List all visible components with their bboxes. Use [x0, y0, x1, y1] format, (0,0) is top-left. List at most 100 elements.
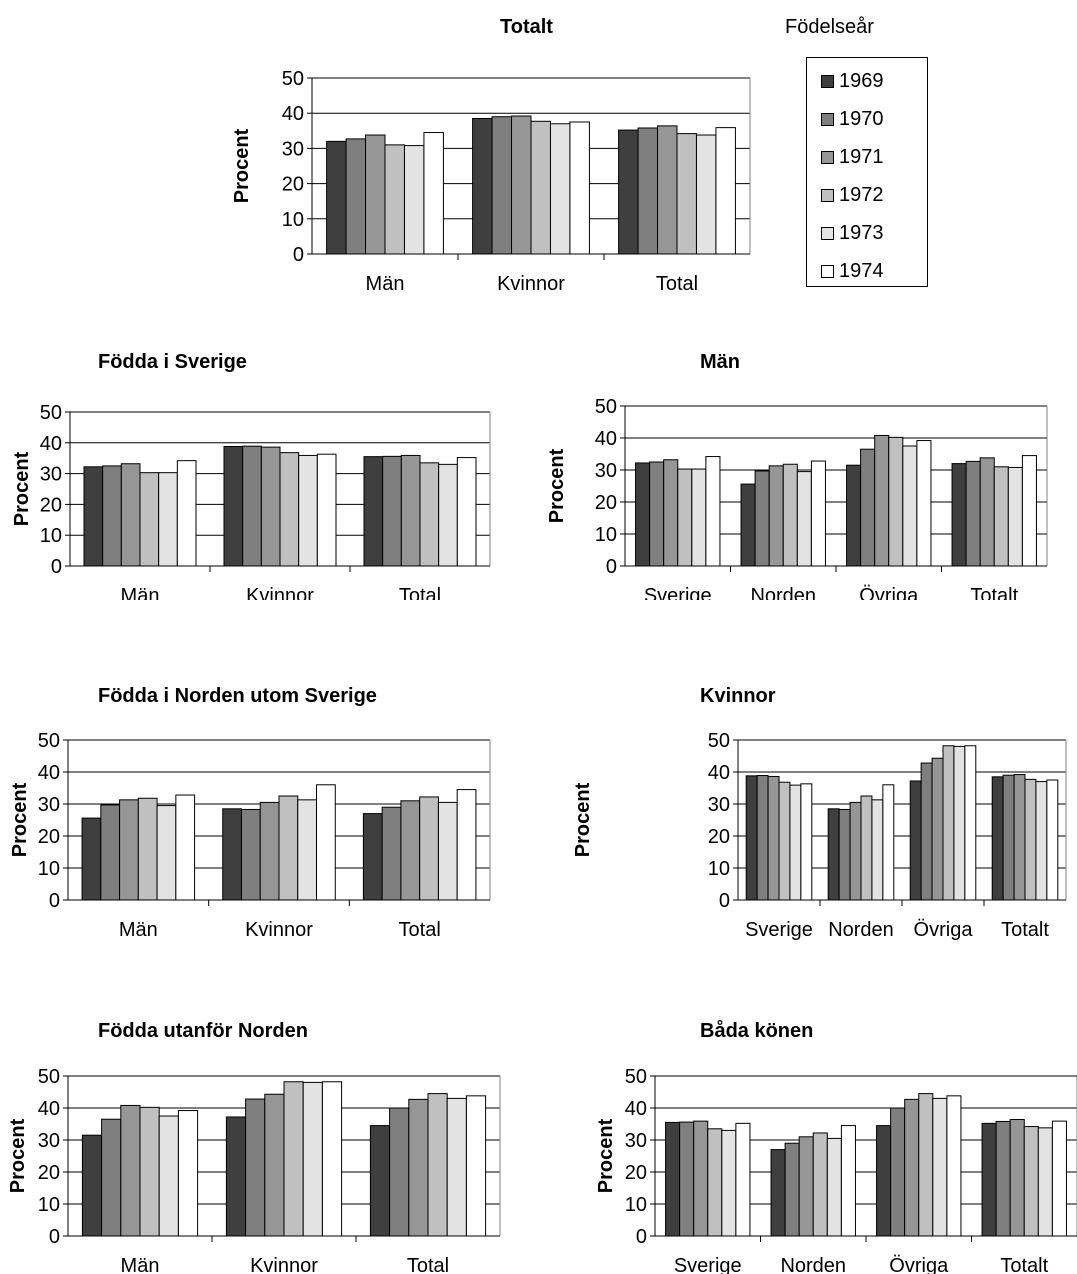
- bar: [721, 1129, 737, 1237]
- chart-title-fodda-i-sverige: Födda i Sverige: [98, 351, 247, 373]
- bar: [840, 1125, 856, 1237]
- x-tick-label: Sverige: [745, 919, 813, 940]
- legend-swatch: [821, 188, 834, 202]
- x-tick-label: Män: [121, 585, 160, 600]
- bar: [175, 794, 196, 901]
- bar: [916, 440, 932, 567]
- x-tick-label: Män: [119, 919, 158, 940]
- chart-title-bada-konen: Båda könen: [700, 1020, 814, 1042]
- bar: [932, 1097, 948, 1237]
- bar: [882, 784, 895, 901]
- y-tick-label: 0: [606, 556, 617, 578]
- y-tick-label: 0: [49, 890, 60, 912]
- chart-title-fodda-utanfor-norden: Födda utanför Norden: [98, 1020, 308, 1042]
- legend-swatch: [821, 112, 834, 126]
- bar: [826, 1137, 842, 1237]
- x-tick-label: Män: [121, 1255, 160, 1274]
- y-tick-label: 0: [719, 890, 730, 912]
- legend-swatch: [821, 74, 834, 88]
- x-tick-label: Övriga: [914, 919, 974, 940]
- y-tick-label: 10: [625, 1194, 647, 1216]
- x-tick-label: Övriga: [859, 585, 919, 600]
- x-tick-label: Total: [399, 919, 441, 940]
- y-tick-label: 40: [625, 1098, 647, 1120]
- bar: [800, 783, 813, 901]
- legend-label: 1969: [839, 69, 884, 92]
- legend-item-1970: 1970: [821, 106, 884, 132]
- chart-kvinnor: 0 10 20 30 40 50 Sverige Norden Övriga Totalt Proc…: [572, 730, 1067, 940]
- y-tick-label: 30: [595, 460, 617, 482]
- x-tick-label: Totalt: [970, 585, 1018, 600]
- legend-label: 1971: [839, 145, 884, 168]
- y-tick-label: 50: [625, 1066, 647, 1088]
- y-tick-label: 20: [282, 174, 304, 196]
- chart-title-fodda-i-norden: Födda i Norden utom Sverige: [98, 685, 377, 707]
- bar: [321, 1081, 343, 1237]
- x-tick-label: Totalt: [1000, 1255, 1048, 1274]
- chart-title-man: Män: [700, 351, 740, 373]
- y-tick-label: 30: [40, 464, 62, 486]
- legend-label: 1972: [839, 183, 884, 206]
- legend-label: 1974: [839, 259, 884, 282]
- bar: [693, 1120, 709, 1237]
- x-tick-label: Kvinnor: [246, 585, 314, 600]
- bar: [810, 460, 826, 567]
- y-tick-label: 40: [282, 103, 304, 125]
- bar: [665, 1121, 681, 1237]
- x-tick-label: Total: [407, 1255, 449, 1274]
- x-tick-label: Män: [366, 273, 405, 295]
- bar: [465, 1095, 487, 1237]
- y-tick-label: 50: [708, 730, 730, 752]
- y-tick-label: 0: [49, 1226, 60, 1248]
- bar: [918, 1093, 934, 1237]
- y-tick-label: 50: [40, 402, 62, 424]
- legend-item-1969: 1969: [821, 68, 884, 94]
- y-tick-label: 20: [38, 826, 60, 848]
- y-tick-label: 40: [38, 762, 60, 784]
- bar: [981, 1122, 997, 1237]
- y-tick-label: 10: [40, 525, 62, 547]
- bar: [876, 1125, 892, 1237]
- y-tick-label: 0: [293, 244, 304, 266]
- legend-title: Födelseår: [785, 16, 874, 38]
- bar: [176, 460, 197, 567]
- x-tick-label: Kvinnor: [497, 273, 565, 295]
- y-tick-label: 50: [38, 1066, 60, 1088]
- legend-swatch: [821, 264, 834, 278]
- x-tick-label: Norden: [780, 1255, 846, 1274]
- legend: 1969 1970 1971 1972 1973 1974: [806, 57, 928, 287]
- chart-title-totalt: Totalt: [500, 16, 553, 38]
- legend-label: 1970: [839, 107, 884, 130]
- bar: [890, 1107, 906, 1237]
- bar: [715, 127, 736, 255]
- y-tick-label: 20: [708, 826, 730, 848]
- y-tick-label: 40: [595, 428, 617, 450]
- bar: [798, 1136, 814, 1237]
- y-tick-label: 20: [40, 494, 62, 516]
- bar: [946, 1095, 962, 1237]
- y-axis-label: Procent: [595, 1118, 617, 1193]
- chart-totalt: 0 10 20 30 40 50 Män Kvinnor Total Procent: [231, 68, 751, 295]
- y-tick-label: 30: [625, 1130, 647, 1152]
- x-tick-label: Norden: [828, 919, 894, 940]
- bar: [770, 1149, 786, 1237]
- x-tick-label: Total: [656, 273, 698, 295]
- bar: [735, 1122, 751, 1237]
- bar: [177, 1110, 199, 1237]
- y-axis-label: Procent: [7, 1118, 29, 1193]
- bar: [456, 789, 477, 901]
- y-tick-label: 30: [38, 1130, 60, 1152]
- x-tick-label: Kvinnor: [245, 919, 313, 940]
- bar: [456, 457, 477, 567]
- y-tick-label: 30: [708, 794, 730, 816]
- y-tick-label: 10: [38, 1194, 60, 1216]
- y-axis-label: Procent: [11, 451, 33, 526]
- bar: [1023, 1126, 1039, 1237]
- chart-fodda-i-sverige: 0 10 20 30 40 50 Män Kvinnor Total Procent: [11, 402, 491, 600]
- y-tick-label: 10: [708, 858, 730, 880]
- bar: [784, 1142, 800, 1237]
- y-tick-label: 0: [51, 556, 62, 578]
- chart-fodda-utanfor-norden: 0 10 20 30 40 50 Män Kvinnor Total Procent: [7, 1066, 501, 1274]
- bar: [1046, 779, 1059, 901]
